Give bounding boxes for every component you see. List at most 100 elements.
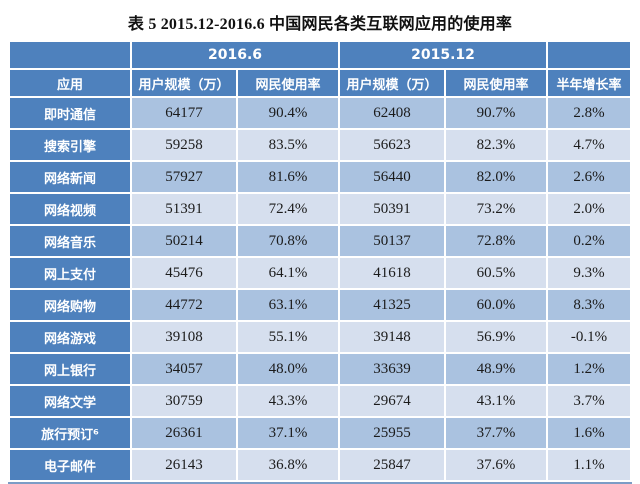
column-header-userscale-2015: 用户规模（万） [340,70,444,96]
app-cell: 网上支付 [10,258,130,288]
column-header-app: 应用 [10,70,130,96]
usage-table: 2016.6 2015.12 应用 用户规模（万） 网民使用率 用户规模（万） … [8,40,633,484]
app-cell: 即时通信 [10,98,130,128]
value-cell: 33639 [340,354,444,384]
table-row: 即时通信 64177 90.4% 62408 90.7% 2.8% [10,98,631,128]
value-cell: 64.1% [238,258,338,288]
column-header-halfyear-growth: 半年增长率 [548,70,631,96]
value-cell: 43.3% [238,386,338,416]
value-cell: 0.2% [548,226,631,256]
value-cell: 39108 [132,322,236,352]
value-cell: 60.5% [446,258,547,288]
value-cell: 45476 [132,258,236,288]
value-cell: 2.8% [548,98,631,128]
value-cell: 48.0% [238,354,338,384]
app-cell: 旅行预订⁶ [10,418,130,448]
value-cell: 90.4% [238,98,338,128]
value-cell: 1.1% [548,450,631,480]
value-cell: 36.8% [238,450,338,480]
value-cell: 72.4% [238,194,338,224]
value-cell: 55.1% [238,322,338,352]
value-cell: 82.3% [446,130,547,160]
value-cell: 1.6% [548,418,631,448]
group-header-empty-left [10,42,130,68]
column-header-usagerate-2016: 网民使用率 [238,70,338,96]
value-cell: 50214 [132,226,236,256]
value-cell: 57927 [132,162,236,192]
value-cell: 30759 [132,386,236,416]
value-cell: 82.0% [446,162,547,192]
value-cell: 2.6% [548,162,631,192]
group-header-row: 2016.6 2015.12 [10,42,631,68]
value-cell: 1.2% [548,354,631,384]
value-cell: 64177 [132,98,236,128]
app-cell: 网络视频 [10,194,130,224]
value-cell: 26143 [132,450,236,480]
app-cell: 搜索引擎 [10,130,130,160]
value-cell: 83.5% [238,130,338,160]
value-cell: 4.7% [548,130,631,160]
value-cell: 62408 [340,98,444,128]
value-cell: 63.1% [238,290,338,320]
app-cell: 网络文学 [10,386,130,416]
value-cell: 41325 [340,290,444,320]
value-cell: 59258 [132,130,236,160]
value-cell: 43.1% [446,386,547,416]
value-cell: 3.7% [548,386,631,416]
table-row: 网络购物 44772 63.1% 41325 60.0% 8.3% [10,290,631,320]
value-cell: 25847 [340,450,444,480]
value-cell: 37.1% [238,418,338,448]
value-cell: 25955 [340,418,444,448]
table-row: 电子邮件 26143 36.8% 25847 37.6% 1.1% [10,450,631,480]
value-cell: 90.7% [446,98,547,128]
value-cell: 37.6% [446,450,547,480]
table-row: 网络游戏 39108 55.1% 39148 56.9% -0.1% [10,322,631,352]
value-cell: 56.9% [446,322,547,352]
value-cell: 50137 [340,226,444,256]
group-header-2015-12: 2015.12 [340,42,547,68]
value-cell: 37.7% [446,418,547,448]
group-header-2016-6: 2016.6 [132,42,338,68]
table-body: 即时通信 64177 90.4% 62408 90.7% 2.8% 搜索引擎 59258 83.… [10,98,631,480]
app-cell: 网络新闻 [10,162,130,192]
value-cell: 41618 [340,258,444,288]
table-row: 旅行预订⁶ 26361 37.1% 25955 37.7% 1.6% [10,418,631,448]
table-row: 网络文学 30759 43.3% 29674 43.1% 3.7% [10,386,631,416]
table-row: 搜索引擎 59258 83.5% 56623 82.3% 4.7% [10,130,631,160]
column-header-row: 应用 用户规模（万） 网民使用率 用户规模（万） 网民使用率 半年增长率 [10,70,631,96]
value-cell: 51391 [132,194,236,224]
table-row: 网络音乐 50214 70.8% 50137 72.8% 0.2% [10,226,631,256]
value-cell: 50391 [340,194,444,224]
table-row: 网络视频 51391 72.4% 50391 73.2% 2.0% [10,194,631,224]
table-row: 网上支付 45476 64.1% 41618 60.5% 9.3% [10,258,631,288]
app-cell: 网络游戏 [10,322,130,352]
value-cell: 56623 [340,130,444,160]
value-cell: 34057 [132,354,236,384]
table-row: 网上银行 34057 48.0% 33639 48.9% 1.2% [10,354,631,384]
table-row: 网络新闻 57927 81.6% 56440 82.0% 2.6% [10,162,631,192]
value-cell: 39148 [340,322,444,352]
value-cell: 44772 [132,290,236,320]
table-title: 表 5 2015.12-2016.6 中国网民各类互联网应用的使用率 [127,16,513,33]
value-cell: 73.2% [446,194,547,224]
value-cell: 56440 [340,162,444,192]
app-cell: 网络购物 [10,290,130,320]
value-cell: 70.8% [238,226,338,256]
value-cell: 26361 [132,418,236,448]
app-cell: 网络音乐 [10,226,130,256]
value-cell: 9.3% [548,258,631,288]
app-cell: 网上银行 [10,354,130,384]
value-cell: -0.1% [548,322,631,352]
value-cell: 48.9% [446,354,547,384]
value-cell: 2.0% [548,194,631,224]
value-cell: 72.8% [446,226,547,256]
value-cell: 29674 [340,386,444,416]
column-header-usagerate-2015: 网民使用率 [446,70,547,96]
group-header-empty-right [548,42,631,68]
value-cell: 81.6% [238,162,338,192]
value-cell: 8.3% [548,290,631,320]
app-cell: 电子邮件 [10,450,130,480]
column-header-userscale-2016: 用户规模（万） [132,70,236,96]
value-cell: 60.0% [446,290,547,320]
